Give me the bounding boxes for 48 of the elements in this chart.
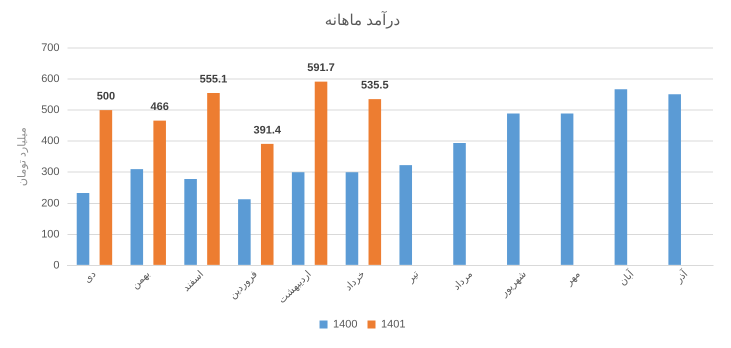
x-tick-label: تیر — [404, 268, 422, 286]
bar — [292, 172, 304, 265]
bar — [346, 172, 358, 265]
data-label: 466 — [150, 101, 169, 114]
bar — [453, 143, 466, 265]
x-tick-label: شهریور — [498, 268, 529, 300]
x-tick-label: آبان — [616, 266, 638, 288]
bar — [100, 110, 112, 265]
chart-title: درآمد ماهانه — [324, 10, 400, 30]
y-tick-label: 100 — [41, 228, 60, 240]
x-tick-label: بهمن — [130, 268, 152, 292]
bar — [260, 144, 274, 265]
data-label: 500 — [96, 90, 116, 103]
bar — [238, 199, 251, 265]
data-label: 555.1 — [200, 74, 228, 86]
bar — [207, 92, 220, 265]
data-label: 391.4 — [253, 124, 282, 136]
legend-label: 1400 — [333, 318, 358, 331]
bar — [130, 169, 144, 265]
x-tick-label: مرداد — [451, 268, 476, 293]
x-tick-label: خرداد — [343, 268, 368, 294]
bar — [314, 82, 328, 265]
bar — [560, 114, 574, 265]
y-tick-label: 500 — [41, 104, 60, 116]
y-tick-label: 0 — [53, 259, 60, 272]
x-tick-label: مهر — [563, 268, 583, 288]
data-label: 591.7 — [307, 62, 335, 74]
bar — [76, 193, 90, 265]
y-tick-label: 700 — [41, 42, 60, 54]
x-tick-label: اسفند — [180, 268, 206, 294]
bar — [507, 114, 520, 265]
legend-label: 1401 — [381, 318, 406, 331]
y-tick-label: 200 — [41, 197, 60, 210]
bar — [368, 99, 382, 265]
data-label: 535.5 — [361, 80, 389, 92]
x-tick-label: اردیبهشت — [276, 268, 314, 306]
bar — [614, 89, 628, 265]
y-axis-title: میلیارد تومان — [16, 127, 29, 186]
y-tick-label: 300 — [41, 166, 60, 178]
bar — [399, 165, 412, 265]
bar — [184, 179, 197, 265]
y-tick-label: 600 — [41, 73, 60, 86]
x-tick-label: آذر — [672, 266, 692, 286]
bar — [153, 120, 166, 265]
x-tick-label: فروردین — [227, 268, 260, 302]
x-tick-label: دی — [82, 268, 99, 286]
y-tick-label: 400 — [41, 135, 60, 148]
bar — [668, 94, 681, 265]
